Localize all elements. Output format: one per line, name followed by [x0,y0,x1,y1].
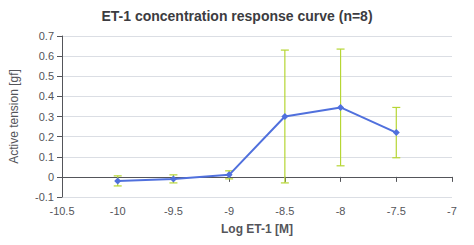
svg-text:0.4: 0.4 [39,90,54,102]
svg-text:0: 0 [48,171,54,183]
svg-text:0.1: 0.1 [39,151,54,163]
svg-text:-7: -7 [447,205,457,217]
svg-text:-7.5: -7.5 [387,205,406,217]
svg-text:-10.5: -10.5 [49,205,74,217]
svg-text:-0.1: -0.1 [35,191,54,203]
svg-text:-9: -9 [224,205,234,217]
svg-text:Active tension [gf]: Active tension [gf] [7,69,21,164]
svg-text:0.2: 0.2 [39,131,54,143]
svg-text:Log ET-1 [M]: Log ET-1 [M] [221,222,293,236]
svg-text:0.3: 0.3 [39,111,54,123]
svg-text:-8: -8 [336,205,346,217]
svg-text:-8.5: -8.5 [275,205,294,217]
svg-text:0.5: 0.5 [39,70,54,82]
svg-text:-9.5: -9.5 [164,205,183,217]
svg-text:0.7: 0.7 [39,30,54,42]
svg-text:0.6: 0.6 [39,50,54,62]
svg-text:-10: -10 [110,205,126,217]
svg-text:ET-1 concentration response cu: ET-1 concentration response curve (n=8) [101,8,372,24]
